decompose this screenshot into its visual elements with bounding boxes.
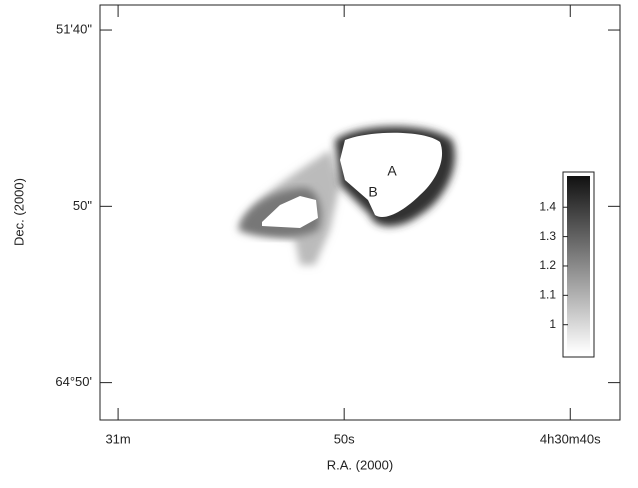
annotation: B bbox=[368, 184, 377, 200]
y-tick-label: 50" bbox=[73, 198, 92, 213]
colorbar-gradient bbox=[567, 176, 590, 353]
x-tick-label: 50s bbox=[334, 431, 355, 446]
colorbar-tick-label: 1 bbox=[549, 317, 556, 331]
chart: R.A. (2000) Dec. (2000) 31m 50s 4h30m40s 51… bbox=[0, 0, 638, 483]
y-tick-label: 64°50' bbox=[55, 374, 92, 389]
image bbox=[238, 127, 455, 266]
y-axis-label: Dec. (2000) bbox=[11, 178, 26, 246]
colorbar-tick-label: 1.1 bbox=[539, 288, 556, 302]
y-tick-label: 51'40" bbox=[56, 21, 92, 36]
x-tick-label: 31m bbox=[105, 431, 130, 446]
x-tick-label: 4h30m40s bbox=[540, 431, 601, 446]
colorbar-tick-label: 1.2 bbox=[539, 258, 556, 272]
colorbar-tick-label: 1.3 bbox=[539, 229, 556, 243]
colorbar-tick-label: 1.4 bbox=[539, 199, 556, 213]
x-axis-label: R.A. (2000) bbox=[327, 457, 393, 472]
annotation: A bbox=[387, 163, 397, 179]
